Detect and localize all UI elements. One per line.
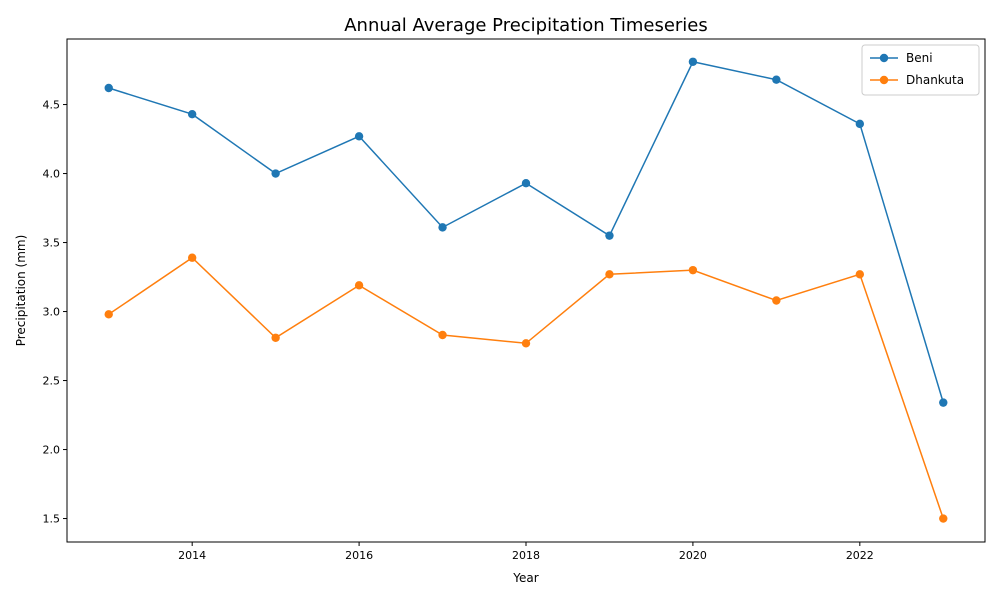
data-point-beni bbox=[855, 119, 865, 129]
series-dhankuta bbox=[104, 253, 948, 523]
data-point-dhankuta bbox=[438, 330, 447, 340]
y-tick-label: 3.5 bbox=[43, 237, 61, 250]
data-point-beni bbox=[605, 231, 614, 240]
data-point-dhankuta bbox=[939, 514, 948, 523]
y-axis: 1.5 2.0 2.5 3.0 3.5 4.0 4.5 bbox=[43, 99, 67, 526]
legend-label: Beni bbox=[906, 51, 933, 65]
x-tick-label: 2014 bbox=[178, 549, 206, 562]
legend-marker bbox=[879, 75, 889, 85]
chart-title: Annual Average Precipitation Timeseries bbox=[344, 15, 708, 36]
data-point-beni bbox=[438, 223, 447, 232]
data-point-beni bbox=[104, 83, 113, 93]
data-point-dhankuta bbox=[354, 281, 364, 290]
data-point-dhankuta bbox=[772, 296, 781, 305]
x-axis-label: Year bbox=[512, 571, 538, 585]
x-tick-label: 2016 bbox=[345, 549, 373, 562]
data-point-dhankuta bbox=[104, 310, 113, 319]
data-point-beni bbox=[271, 169, 280, 178]
data-point-beni bbox=[772, 75, 781, 84]
data-point-beni bbox=[521, 179, 531, 188]
data-point-dhankuta bbox=[521, 339, 531, 348]
x-tick-label: 2020 bbox=[679, 549, 707, 562]
y-tick-label: 2.5 bbox=[43, 375, 61, 388]
legend-marker bbox=[879, 53, 889, 63]
legend-item-dhankuta: Dhankuta bbox=[870, 73, 964, 87]
x-tick-label: 2018 bbox=[512, 549, 540, 562]
x-axis: 2014 2016 2018 2020 2022 bbox=[178, 542, 874, 562]
series-layer bbox=[104, 57, 948, 523]
y-tick-label: 1.5 bbox=[43, 513, 61, 526]
y-tick-label: 2.0 bbox=[43, 444, 61, 457]
x-tick-label: 2022 bbox=[846, 549, 874, 562]
data-point-dhankuta bbox=[187, 253, 197, 262]
data-point-dhankuta bbox=[688, 265, 698, 275]
legend-label: Dhankuta bbox=[906, 73, 964, 87]
legend: Beni Dhankuta bbox=[861, 44, 980, 96]
legend-item-beni: Beni bbox=[870, 51, 933, 65]
data-point-beni bbox=[354, 132, 364, 141]
y-tick-label: 4.5 bbox=[43, 99, 61, 112]
series-beni bbox=[104, 57, 948, 407]
data-point-dhankuta bbox=[271, 333, 280, 342]
data-point-beni bbox=[939, 398, 948, 407]
data-point-beni bbox=[187, 110, 197, 119]
y-tick-label: 4.0 bbox=[43, 168, 61, 181]
y-tick-label: 3.0 bbox=[43, 306, 61, 319]
data-point-dhankuta bbox=[605, 270, 614, 279]
data-point-dhankuta bbox=[855, 270, 865, 279]
y-axis-label: Precipitation (mm) bbox=[14, 235, 28, 347]
data-point-beni bbox=[688, 57, 698, 66]
